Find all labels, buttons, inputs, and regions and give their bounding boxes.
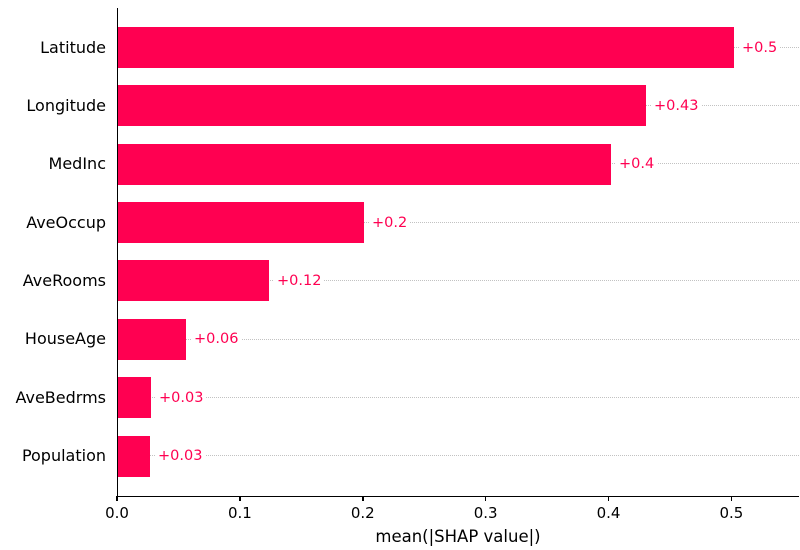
bar-value-label: +0.03	[155, 449, 206, 464]
y-tick-label-latitude: Latitude	[40, 37, 106, 57]
x-tick-mark	[239, 496, 241, 501]
gridline	[118, 396, 799, 398]
x-tick-mark	[116, 496, 118, 501]
x-tick-label-0.4: 0.4	[596, 504, 621, 522]
bar-medinc	[118, 143, 611, 185]
bar-avebedrms	[118, 377, 151, 419]
x-tick-label-0.5: 0.5	[719, 504, 744, 522]
bar-value-label: +0.03	[156, 391, 207, 406]
y-tick-label-population: Population	[21, 446, 106, 466]
x-tick-label-0.3: 0.3	[473, 504, 498, 522]
gridline	[118, 221, 799, 223]
bar-averooms	[118, 260, 269, 302]
y-tick-label-aveoccup: AveOccup	[26, 212, 106, 232]
bar-value-label: +0.4	[616, 157, 658, 172]
bar-population	[118, 435, 150, 477]
y-tick-label-averooms: AveRooms	[22, 270, 106, 290]
x-tick-mark	[730, 496, 733, 501]
bar-longitude	[118, 85, 646, 127]
bar-value-label: +0.2	[369, 216, 411, 231]
x-tick-label-0.0: 0.0	[105, 504, 129, 522]
bar-value-label: +0.5	[739, 40, 781, 55]
bar-aveoccup	[118, 202, 364, 244]
x-tick-mark	[607, 496, 610, 501]
x-tick-label-0.1: 0.1	[227, 504, 252, 522]
x-tick-mark	[362, 496, 364, 501]
bar-value-label: +0.06	[191, 332, 242, 347]
plot-area: +0.5 +0.43 +0.4 +0.2 +0.12 +0.06 +0.03 +0.03	[117, 8, 799, 497]
gridline	[118, 338, 799, 340]
bar-houseage	[118, 318, 186, 360]
gridline	[118, 455, 799, 457]
y-tick-label-houseage: HouseAge	[24, 329, 106, 349]
bar-value-label: +0.43	[651, 99, 702, 114]
y-tick-label-medinc: MedInc	[48, 154, 106, 174]
gridline	[118, 280, 799, 282]
x-axis-title: mean(|SHAP value|)	[375, 527, 541, 546]
x-tick-label-0.2: 0.2	[350, 504, 375, 522]
bar-latitude	[118, 27, 734, 68]
x-tick-mark	[484, 496, 487, 501]
bar-value-label: +0.12	[274, 274, 325, 289]
y-tick-label-longitude: Longitude	[26, 95, 106, 115]
y-tick-label-avebedrms: AveBedrms	[15, 387, 106, 407]
